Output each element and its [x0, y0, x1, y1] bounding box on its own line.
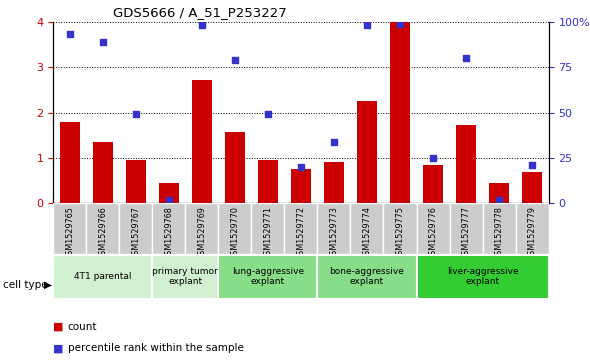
Bar: [60, 122, 80, 203]
Point: [494, 197, 504, 203]
Text: bone-aggressive
explant: bone-aggressive explant: [330, 267, 404, 286]
Text: GSM1529771: GSM1529771: [263, 206, 273, 260]
Bar: [251, 203, 284, 254]
Bar: [456, 125, 476, 203]
Bar: [317, 255, 417, 298]
Bar: [152, 203, 185, 254]
Text: GSM1529766: GSM1529766: [98, 206, 107, 260]
Text: 4T1 parental: 4T1 parental: [74, 272, 132, 281]
Point: [263, 111, 273, 117]
Bar: [417, 203, 450, 254]
Bar: [284, 203, 317, 254]
Bar: [350, 203, 384, 254]
Bar: [291, 169, 311, 203]
Text: GSM1529765: GSM1529765: [65, 206, 74, 260]
Point: [164, 197, 173, 203]
Point: [362, 23, 372, 28]
Text: GSM1529773: GSM1529773: [329, 206, 339, 260]
Text: GSM1529767: GSM1529767: [131, 206, 140, 260]
Text: GSM1529774: GSM1529774: [362, 206, 372, 260]
Text: GSM1529776: GSM1529776: [428, 206, 438, 260]
Text: lung-aggressive
explant: lung-aggressive explant: [232, 267, 304, 286]
Point: [329, 139, 339, 144]
Text: ▶: ▶: [44, 280, 53, 290]
Bar: [218, 203, 251, 254]
Text: liver-aggressive
explant: liver-aggressive explant: [447, 267, 519, 286]
Text: GSM1529770: GSM1529770: [230, 206, 240, 260]
Bar: [483, 203, 516, 254]
Text: GSM1529778: GSM1529778: [494, 206, 504, 260]
Point: [98, 39, 107, 45]
Bar: [192, 80, 212, 203]
Bar: [522, 172, 542, 203]
Bar: [53, 203, 86, 254]
Point: [230, 57, 240, 63]
Text: GSM1529769: GSM1529769: [197, 206, 206, 260]
Bar: [126, 160, 146, 203]
Text: primary tumor
explant: primary tumor explant: [152, 267, 218, 286]
Bar: [324, 163, 344, 203]
Text: GSM1529777: GSM1529777: [461, 206, 471, 260]
Bar: [218, 255, 317, 298]
Bar: [489, 183, 509, 203]
Bar: [384, 203, 417, 254]
Bar: [450, 203, 483, 254]
Bar: [516, 203, 549, 254]
Point: [296, 164, 306, 170]
Text: GSM1529768: GSM1529768: [164, 206, 173, 260]
Bar: [357, 101, 377, 203]
Text: percentile rank within the sample: percentile rank within the sample: [68, 343, 244, 354]
Bar: [159, 183, 179, 203]
Bar: [152, 255, 218, 298]
Bar: [423, 165, 443, 203]
Text: ■: ■: [53, 343, 64, 354]
Bar: [225, 132, 245, 203]
Text: GSM1529772: GSM1529772: [296, 206, 306, 260]
Text: ■: ■: [53, 322, 64, 332]
Bar: [185, 203, 218, 254]
Text: cell type: cell type: [3, 280, 48, 290]
Bar: [119, 203, 152, 254]
Bar: [53, 255, 152, 298]
Point: [461, 55, 471, 61]
Point: [428, 155, 438, 161]
Point: [395, 21, 405, 26]
Bar: [317, 203, 350, 254]
Bar: [86, 203, 119, 254]
Point: [197, 23, 206, 28]
Bar: [417, 255, 549, 298]
Point: [527, 162, 537, 168]
Text: count: count: [68, 322, 97, 332]
Text: GSM1529775: GSM1529775: [395, 206, 405, 260]
Bar: [258, 160, 278, 203]
Point: [131, 111, 140, 117]
Bar: [390, 22, 410, 203]
Point: [65, 32, 74, 37]
Text: GSM1529779: GSM1529779: [527, 206, 537, 260]
Text: GDS5666 / A_51_P253227: GDS5666 / A_51_P253227: [113, 6, 286, 19]
Bar: [93, 142, 113, 203]
